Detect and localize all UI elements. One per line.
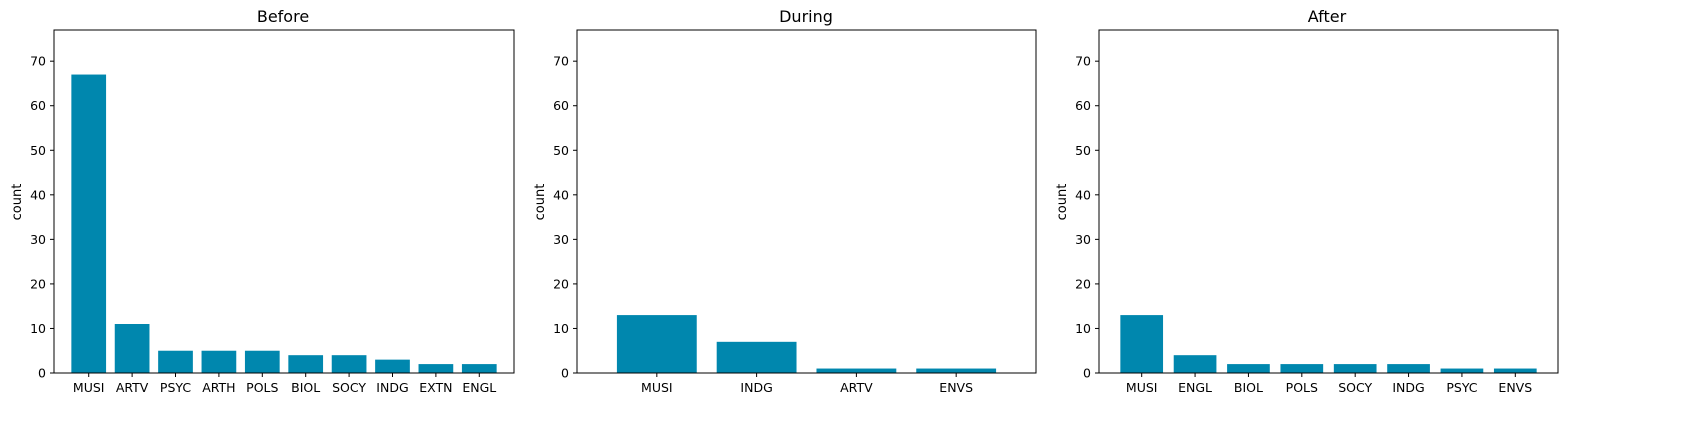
bar [1280,364,1324,373]
y-tick-label: 20 [30,276,46,291]
bar [71,74,107,373]
y-tick-label: 40 [1075,187,1091,202]
x-tick-label: ENGL [462,380,496,395]
x-tick-label: ENVS [1498,380,1532,395]
y-tick-label: 50 [30,143,46,158]
plot-frame [576,29,1037,374]
y-tick-label: 20 [553,276,569,291]
y-tick-label: 50 [1075,143,1091,158]
plot-frame [1098,29,1559,374]
x-tick-label: POLS [246,380,278,395]
y-tick-label: 20 [1075,276,1091,291]
y-tick-label: 70 [30,54,46,69]
x-tick-label: ENVS [939,380,973,395]
y-axis-label: count [1055,184,1070,221]
bar [916,368,997,373]
y-tick-label: 40 [553,187,569,202]
plot-frame [53,29,515,374]
y-tick-label: 30 [1075,232,1091,247]
panel-during: During count 0 10 20 30 40 50 60 70 MUSI INDG ARTV… [533,7,1037,395]
y-tick-label: 50 [553,143,569,158]
bar [1333,364,1377,373]
bar [1440,368,1484,373]
y-axis-label: count [533,184,548,221]
bar [158,350,193,373]
x-tick-label: ENGL [1178,380,1212,395]
x-tick-label: ARTV [840,380,873,395]
bar [201,350,237,373]
x-tick-label: EXTN [419,380,452,395]
chart-title: Before [257,7,309,26]
bar [288,355,324,373]
bar [114,324,150,373]
x-tick-label: SOCY [332,380,366,395]
y-tick-label: 60 [553,98,569,113]
bar [244,350,280,373]
y-tick-label: 70 [553,54,569,69]
y-tick-label: 60 [1075,98,1091,113]
bar [1493,368,1537,373]
y-tick-label: 0 [1083,366,1091,381]
y-tick-label: 40 [30,187,46,202]
x-tick-label: POLS [1286,380,1318,395]
chart-title: During [779,7,833,26]
x-tick-label: MUSI [641,380,673,395]
bar [816,368,897,373]
x-tick-label: PSYC [160,380,191,395]
bar [1120,315,1164,373]
x-tick-label: BIOL [1234,380,1263,395]
y-tick-label: 30 [30,232,46,247]
x-tick-label: MUSI [1126,380,1158,395]
y-tick-label: 10 [553,321,569,336]
panel-after: After count 0 10 20 30 40 50 60 70 MUSI ENGL BIOL P… [1055,7,1559,395]
x-tick-label: INDG [740,380,772,395]
y-tick-label: 60 [30,98,46,113]
panel-before: Before count 0 10 20 30 40 50 60 70 MUSI ARTV PSYC… [10,7,515,395]
bar [375,359,410,373]
x-tick-label: PSYC [1446,380,1477,395]
bar [461,364,497,373]
x-tick-label: SOCY [1338,380,1372,395]
bar [1227,364,1270,373]
y-tick-label: 30 [553,232,569,247]
bar [716,341,797,373]
y-tick-label: 10 [30,321,46,336]
y-tick-label: 10 [1075,321,1091,336]
bar [418,364,454,373]
x-tick-label: ARTH [202,380,235,395]
x-tick-label: INDG [376,380,408,395]
x-tick-label: MUSI [73,380,105,395]
y-axis-label: count [10,184,25,221]
x-tick-label: BIOL [291,380,320,395]
bar [616,315,697,373]
y-tick-label: 0 [561,366,569,381]
y-tick-label: 0 [38,366,46,381]
bar [1173,355,1217,373]
x-tick-label: INDG [1392,380,1424,395]
x-tick-label: ARTV [116,380,149,395]
chart-title: After [1308,7,1347,26]
bar [331,355,367,373]
y-tick-label: 70 [1075,54,1091,69]
bar [1387,364,1430,373]
